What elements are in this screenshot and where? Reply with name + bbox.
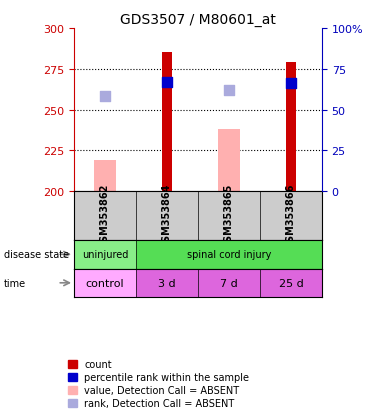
Text: time: time bbox=[4, 278, 26, 288]
Bar bbox=[218, 130, 240, 192]
Point bbox=[102, 94, 108, 100]
Point bbox=[226, 88, 232, 94]
Bar bbox=[162, 53, 172, 192]
Text: disease state: disease state bbox=[4, 250, 69, 260]
Bar bbox=[136, 269, 198, 297]
Bar bbox=[198, 269, 260, 297]
Text: GSM353862: GSM353862 bbox=[100, 183, 110, 249]
Bar bbox=[136, 240, 322, 269]
Legend: count, percentile rank within the sample, value, Detection Call = ABSENT, rank, : count, percentile rank within the sample… bbox=[68, 360, 249, 408]
Text: 25 d: 25 d bbox=[279, 278, 303, 288]
Point bbox=[288, 81, 294, 88]
Text: control: control bbox=[86, 278, 124, 288]
Title: GDS3507 / M80601_at: GDS3507 / M80601_at bbox=[120, 12, 276, 26]
Text: uninjured: uninjured bbox=[82, 250, 128, 260]
Bar bbox=[260, 269, 322, 297]
Text: GSM353866: GSM353866 bbox=[286, 183, 296, 249]
Bar bbox=[286, 63, 296, 192]
Text: 3 d: 3 d bbox=[158, 278, 176, 288]
Text: spinal cord injury: spinal cord injury bbox=[187, 250, 271, 260]
Point bbox=[164, 79, 170, 86]
Bar bbox=[74, 240, 136, 269]
Text: 7 d: 7 d bbox=[220, 278, 238, 288]
Bar bbox=[94, 161, 116, 192]
Text: GSM353865: GSM353865 bbox=[224, 183, 234, 249]
Bar bbox=[74, 269, 136, 297]
Text: GSM353864: GSM353864 bbox=[162, 183, 172, 249]
